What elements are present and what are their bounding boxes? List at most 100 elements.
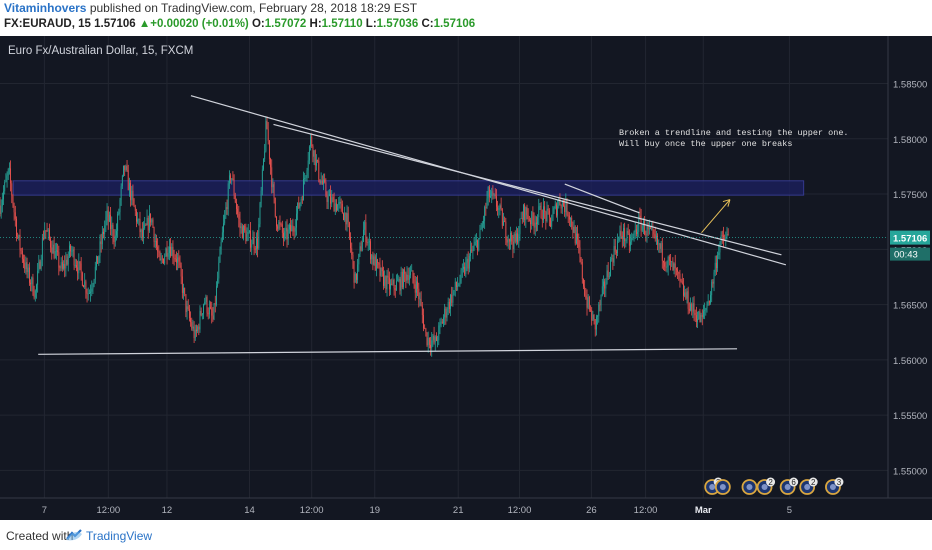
candle-body bbox=[647, 225, 649, 230]
candle-body bbox=[270, 158, 271, 168]
candle-body bbox=[348, 222, 350, 237]
candle-body bbox=[330, 193, 331, 204]
candle-body bbox=[206, 297, 208, 313]
candle-body bbox=[280, 224, 282, 225]
candle-body bbox=[324, 179, 326, 183]
candle-body bbox=[259, 203, 261, 225]
candle-body bbox=[314, 150, 316, 166]
candle-body bbox=[556, 204, 557, 216]
candle-body bbox=[60, 262, 62, 268]
candle-body bbox=[1, 199, 3, 206]
candle-body bbox=[441, 321, 443, 324]
candle-body bbox=[611, 258, 613, 260]
tradingview-logo-icon[interactable] bbox=[65, 526, 83, 544]
chart-area[interactable]: Euro Fx/Australian Dollar, 15, FXCM Brok… bbox=[0, 36, 932, 520]
time-tick-label: 12 bbox=[162, 505, 173, 516]
candle-body bbox=[359, 246, 361, 254]
candle-body bbox=[384, 276, 386, 286]
event-marker[interactable] bbox=[714, 479, 731, 495]
candle-body bbox=[394, 288, 396, 291]
event-badge-count: 3 bbox=[837, 478, 842, 487]
candle-body bbox=[514, 233, 516, 242]
resistance-zone-box bbox=[12, 180, 805, 196]
candle-body bbox=[383, 271, 384, 286]
candle-body bbox=[617, 240, 618, 253]
candle-body bbox=[413, 279, 415, 285]
candle-body bbox=[158, 251, 160, 253]
candle-body bbox=[444, 308, 446, 318]
candle-body bbox=[559, 199, 561, 205]
candle-body bbox=[487, 186, 489, 199]
candle-body bbox=[712, 281, 714, 284]
candle-body bbox=[445, 308, 447, 318]
annotation-line-1: Broken a trendline and testing the upper… bbox=[619, 128, 849, 138]
candle-body bbox=[16, 218, 17, 237]
candle-body bbox=[664, 262, 666, 267]
candle-body bbox=[493, 194, 495, 196]
candle-body bbox=[504, 220, 506, 222]
candle-body bbox=[227, 183, 229, 210]
candle-body bbox=[0, 205, 2, 214]
event-marker[interactable] bbox=[741, 479, 758, 495]
candle-body bbox=[20, 249, 22, 251]
time-tick-label: 7 bbox=[42, 505, 47, 516]
last-price-value: 1.57106 bbox=[94, 18, 136, 30]
candle-body bbox=[532, 211, 534, 221]
open-label: O: bbox=[251, 18, 265, 30]
candle-body bbox=[34, 290, 36, 298]
candle-body bbox=[674, 263, 676, 269]
tradingview-link[interactable]: TradingView bbox=[86, 529, 153, 543]
candle-body bbox=[45, 230, 47, 232]
time-tick-label: 12:00 bbox=[634, 505, 658, 516]
candle-body bbox=[225, 207, 227, 216]
candle-body bbox=[424, 328, 426, 330]
candle-body bbox=[473, 245, 475, 250]
candle-body bbox=[326, 194, 328, 202]
change-value: +0.00020 (+0.01%) bbox=[150, 18, 249, 30]
last-price-tag-label: 1.57106 bbox=[893, 234, 927, 245]
candle-body bbox=[539, 205, 541, 207]
candle-body bbox=[84, 281, 86, 288]
candle-body bbox=[332, 197, 334, 199]
candle-body bbox=[480, 228, 482, 230]
candle-body bbox=[336, 203, 337, 211]
candle-body bbox=[668, 256, 670, 261]
price-chart[interactable]: Euro Fx/Australian Dollar, 15, FXCM Brok… bbox=[0, 36, 932, 520]
countdown-tag bbox=[890, 247, 930, 261]
candle-body bbox=[93, 279, 95, 285]
candle-body bbox=[520, 218, 522, 219]
candle-body bbox=[147, 217, 149, 231]
candle-body bbox=[646, 225, 648, 235]
candle-body bbox=[265, 120, 267, 152]
candle-body bbox=[27, 267, 29, 273]
author-name[interactable]: Vitaminhovers bbox=[4, 1, 87, 15]
candle-body bbox=[58, 252, 60, 268]
candle-body bbox=[208, 307, 210, 315]
price-axis: 1.585001.580001.575001.570001.565001.560… bbox=[887, 36, 932, 520]
candle-body bbox=[288, 224, 290, 230]
event-marker[interactable]: 6 bbox=[779, 477, 799, 495]
candle-body bbox=[92, 284, 94, 289]
candle-body bbox=[604, 281, 606, 289]
candle-body bbox=[373, 256, 375, 265]
candle-body bbox=[698, 311, 700, 320]
candle-body bbox=[585, 295, 587, 298]
candle-body bbox=[181, 276, 183, 293]
publish-info: published on TradingView.com, February 2… bbox=[86, 1, 418, 15]
candle-body bbox=[253, 237, 255, 249]
candle-body bbox=[344, 212, 346, 221]
close-value: 1.57106 bbox=[433, 18, 476, 30]
candle-body bbox=[283, 232, 284, 239]
event-marker[interactable]: 2 bbox=[756, 477, 776, 495]
candle-body bbox=[165, 248, 167, 257]
candle-body bbox=[575, 233, 577, 244]
event-marker[interactable]: 3 bbox=[825, 477, 844, 495]
candle-body bbox=[488, 186, 490, 198]
candle-body bbox=[404, 269, 406, 274]
event-marker[interactable]: 2 bbox=[799, 477, 818, 495]
candle-body bbox=[308, 146, 310, 161]
candle-body bbox=[618, 238, 620, 241]
candle-body bbox=[608, 276, 610, 278]
candle-body bbox=[466, 258, 468, 263]
candle-body bbox=[198, 326, 200, 330]
